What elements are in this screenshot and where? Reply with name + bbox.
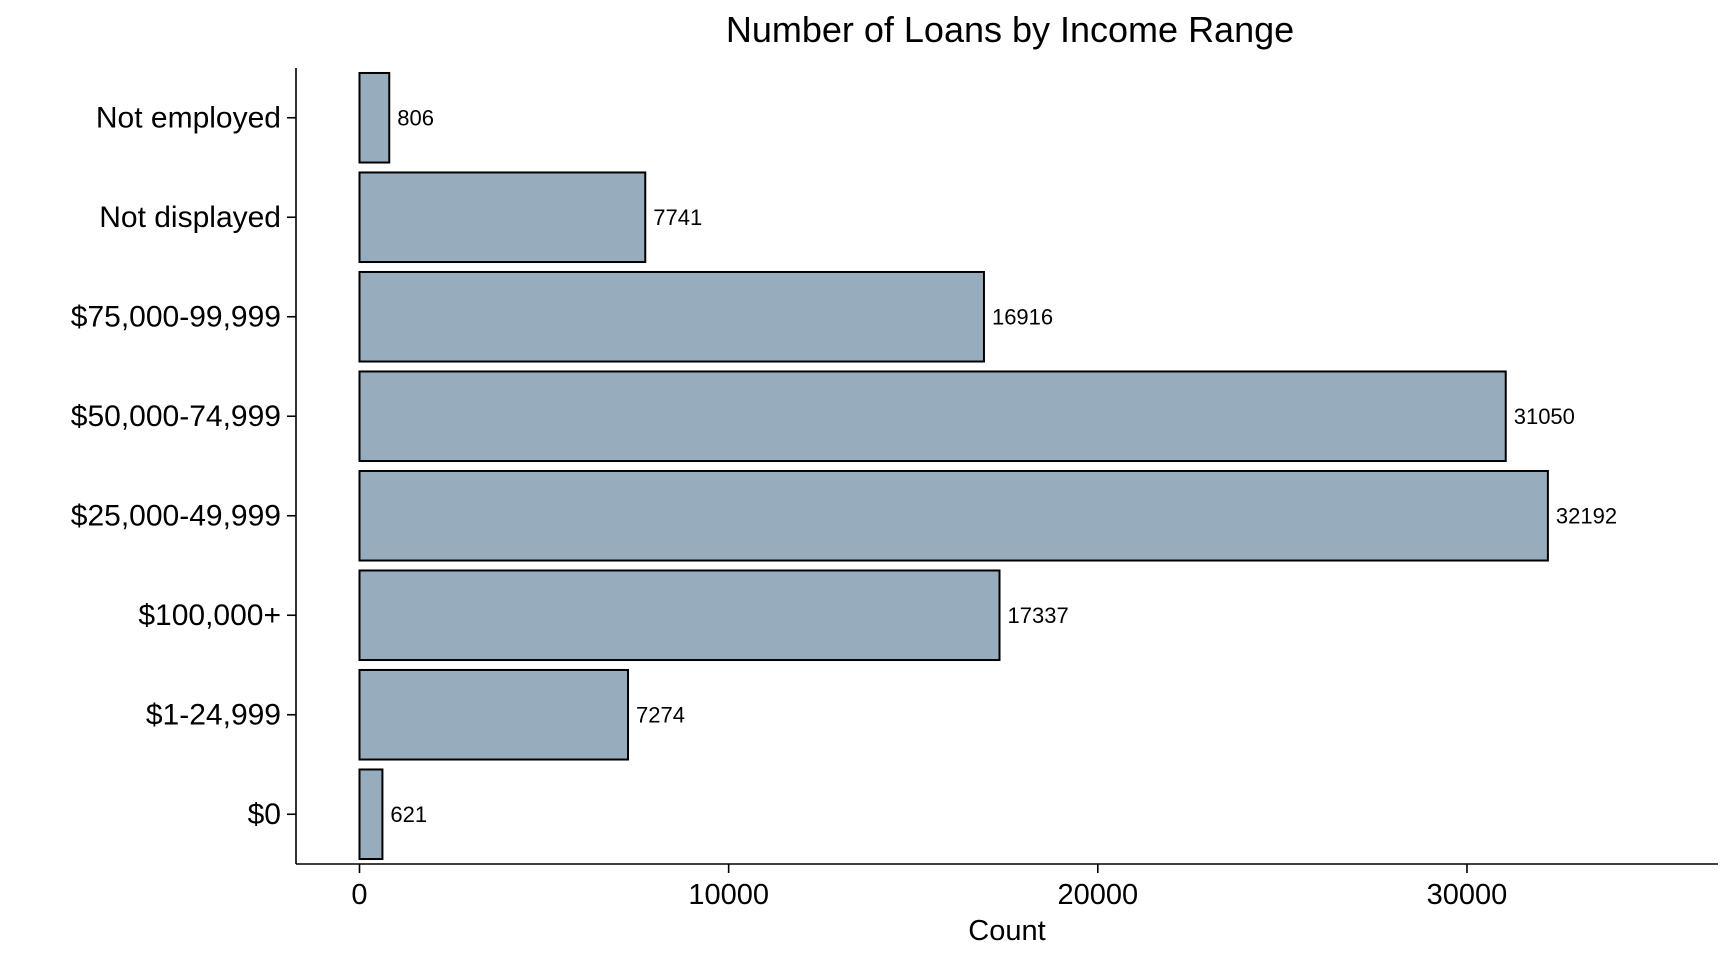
y-tick-label-0: $0	[248, 798, 281, 831]
plot-area: 621 $0 7274 $1-24,999 17337 $100,000+ 32192 $25…	[71, 68, 1718, 911]
data-label-5: 16916	[992, 304, 1053, 329]
y-tick-label-4: $50,000-74,999	[71, 400, 281, 433]
y-tick-label-6: Not displayed	[99, 201, 281, 234]
data-label-0: 621	[390, 802, 427, 827]
x-axis-title: Count	[968, 915, 1045, 947]
bar-3	[358, 469, 1549, 562]
data-label-3: 32192	[1556, 503, 1617, 528]
bar-5	[358, 270, 985, 363]
y-tick-label-2: $100,000+	[138, 599, 281, 632]
data-label-1: 7274	[636, 702, 685, 727]
x-tick-label-1: 10000	[688, 879, 769, 911]
bar-6	[358, 171, 647, 264]
bar-2	[358, 569, 1001, 662]
data-label-2: 17337	[1008, 603, 1069, 628]
data-label-7: 806	[397, 105, 434, 130]
y-tick-label-3: $25,000-49,999	[71, 499, 281, 532]
y-tick-label-5: $75,000-99,999	[71, 300, 281, 333]
data-label-4: 31050	[1514, 404, 1575, 429]
x-tick-label-2: 20000	[1057, 879, 1138, 911]
x-tick-label-0: 0	[351, 879, 367, 911]
bar-1	[358, 668, 630, 761]
bar-7	[358, 71, 391, 164]
bar-4	[358, 370, 1507, 463]
bar-0	[358, 768, 384, 861]
chart-title: Number of Loans by Income Range	[726, 9, 1294, 50]
y-tick-label-1: $1-24,999	[146, 698, 281, 731]
x-tick-label-3: 30000	[1427, 879, 1508, 911]
data-label-6: 7741	[653, 205, 702, 230]
y-tick-label-7: Not employed	[96, 101, 281, 134]
